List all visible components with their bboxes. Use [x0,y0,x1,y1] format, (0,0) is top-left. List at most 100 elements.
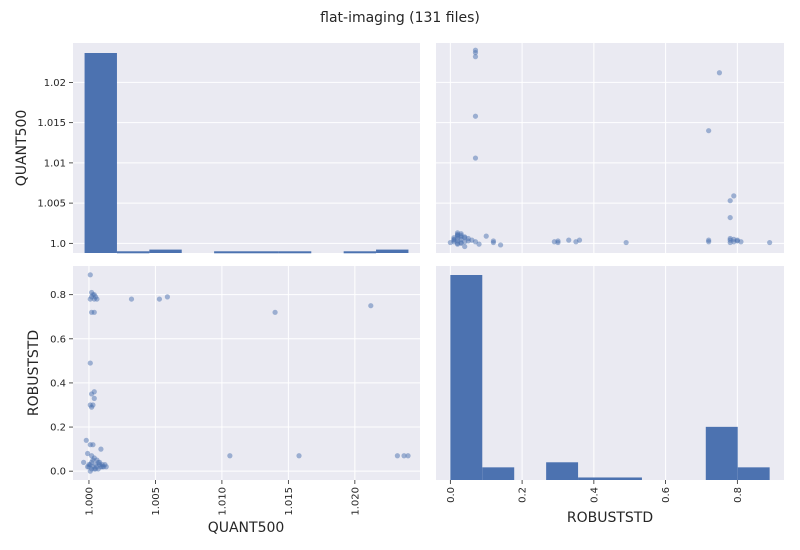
x-tick-label-robuststd: 0.2 [518,487,529,503]
x-tick-label-robuststd: 0.4 [589,487,600,503]
scatter-point [472,113,479,119]
hist-bar-robuststd [737,467,770,480]
scatter-point [472,47,479,53]
y-tick-label-quant500: 1.015 [37,118,66,129]
y-tick-label-robuststd: 0.4 [50,378,66,389]
panel-scatter-quant500-vs-robuststd [73,266,420,480]
x-tick-label-quant500: 1.000 [84,487,95,516]
scatter-point [394,453,400,459]
hist-bar-robuststd [482,467,515,480]
hist-bar-quant500 [246,251,279,254]
hist-bar-quant500 [376,249,409,253]
scatter-point [734,237,740,243]
hist-bar-quant500 [214,251,247,254]
scatter-point [83,437,89,443]
scatter-point [472,155,479,161]
x-tick-label-robuststd: 0.6 [661,487,672,503]
scatter-point [576,237,583,243]
panel-scatter-robuststd-vs-quant500 [436,43,784,253]
scatter-point [81,459,87,465]
scatter-point [164,294,170,300]
panel-hist-quant500 [73,43,420,254]
scatter-point [90,402,96,408]
hist-bar-robuststd [610,477,642,480]
hist-bar-quant500 [278,251,312,254]
scatter-point [296,453,302,459]
scatter-point [462,243,468,250]
hist-bar-robuststd [546,462,579,480]
x-tick-label-quant500: 1.005 [151,487,162,516]
y-tick-label-robuststd: 0.0 [50,467,66,478]
hist-bar-robuststd [578,477,610,480]
y-tick-label-quant500: 1.0 [50,239,66,250]
scatter-point [85,450,91,457]
y-axis-label-quant500: QUANT500 [14,110,30,187]
scatter-point [405,453,411,459]
scatter-point [476,241,482,247]
scatter-point [87,360,93,366]
scatter-point [156,296,163,302]
x-tick-label-quant500: 1.015 [284,487,295,516]
scatter-point [94,296,100,302]
scatter-point [566,237,572,243]
scatter-point [91,309,97,315]
panel-hist-robuststd [436,266,784,480]
x-tick-label-quant500: 1.020 [350,487,361,516]
panel-bg [436,43,784,253]
scatter-point [98,446,104,452]
scatter-point [483,233,489,239]
panel-bg [73,266,420,480]
x-tick-label-robuststd: 0.0 [446,487,457,503]
scatter-point [91,389,97,395]
scatter-point [401,453,407,459]
panel-bg [73,43,420,253]
x-tick-label-quant500: 1.010 [217,487,228,516]
hist-bar-robuststd [450,275,483,480]
x-axis-label-robuststd: ROBUSTSTD [567,510,653,526]
scatter-point [731,193,737,199]
y-tick-label-robuststd: 0.8 [50,290,66,301]
scatter-point [90,442,96,448]
scatter-point [623,239,629,246]
scatter-point [490,238,497,244]
scatter-point [727,198,733,204]
hist-bar-robuststd [705,426,738,480]
y-tick-label-quant500: 1.02 [44,78,66,89]
scatter-point [462,234,468,240]
scatter-point [727,235,733,242]
hist-bar-quant500 [84,53,117,253]
scatter-point [497,242,504,248]
hist-bar-quant500 [149,249,182,253]
scatter-point [91,395,97,401]
scatter-point [727,214,733,221]
scatter-point [706,128,712,134]
scatter-point [87,272,93,278]
y-tick-label-quant500: 1.01 [44,158,66,169]
scatter-point [706,237,712,243]
hist-bar-quant500 [116,251,150,254]
scatter-point [368,303,374,309]
chart-title: flat-imaging (131 files) [320,10,480,26]
scatter-point [89,453,95,459]
scatter-point [91,292,97,298]
scatter-point [227,453,233,459]
scatter-point [103,464,109,470]
x-tick-label-robuststd: 0.8 [733,487,744,503]
scatter-point [454,232,461,238]
y-axis-label-robuststd: ROBUSTSTD [26,330,42,416]
x-axis-label-quant500: QUANT500 [208,520,285,536]
scatter-point [555,238,561,244]
hist-bar-quant500 [343,251,377,254]
scatter-point [716,70,723,76]
y-tick-label-robuststd: 0.6 [50,334,66,345]
scatter-point [472,54,479,60]
y-tick-label-quant500: 1.005 [37,199,66,210]
y-tick-label-robuststd: 0.2 [50,423,66,434]
scatter-point [95,466,101,472]
scatter-point [767,239,773,246]
scatter-point [272,309,278,315]
scatter-point [99,464,105,470]
scatter-point [96,459,103,465]
scatter-point [128,296,135,302]
